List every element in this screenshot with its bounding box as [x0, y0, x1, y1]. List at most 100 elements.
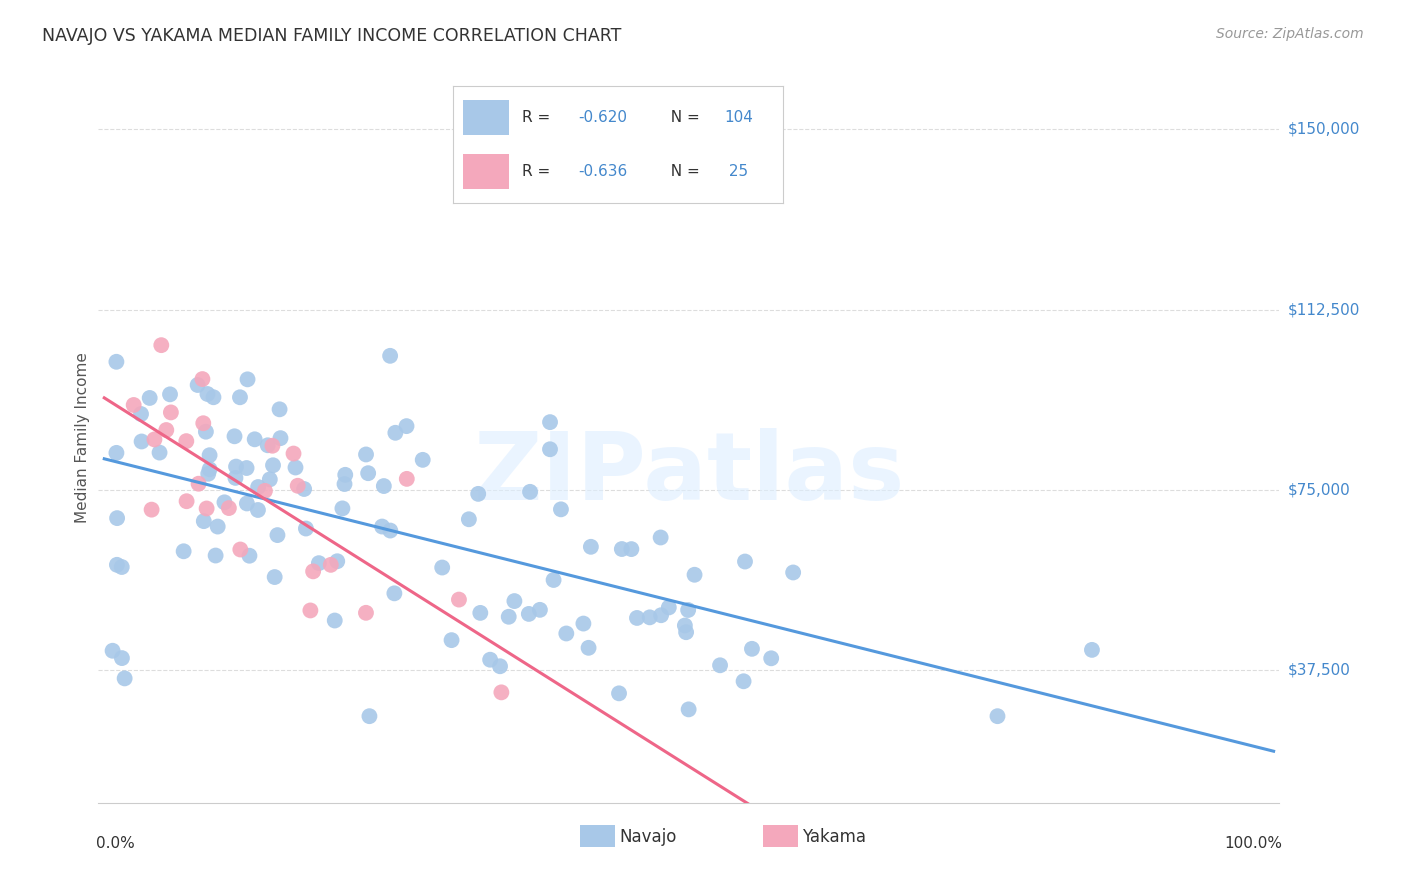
Point [105, 355, 128, 369]
Point [269, 402, 291, 417]
Point [578, 640, 600, 655]
Point [148, 445, 170, 459]
Point [173, 544, 195, 558]
Point [129, 407, 152, 421]
Point [733, 674, 755, 689]
Point [256, 438, 278, 452]
Point [683, 567, 706, 582]
Point [191, 372, 214, 386]
Point [284, 460, 307, 475]
Point [111, 560, 134, 574]
Point [440, 633, 463, 648]
Point [607, 686, 630, 700]
Point [141, 502, 163, 516]
Point [176, 494, 198, 508]
Point [138, 391, 160, 405]
Point [238, 549, 260, 563]
Point [447, 592, 470, 607]
Point [470, 606, 492, 620]
Point [229, 390, 252, 404]
Point [235, 461, 257, 475]
Point [225, 459, 247, 474]
Point [498, 609, 520, 624]
Y-axis label: Median Family Income: Median Family Income [75, 351, 90, 523]
Point [626, 611, 648, 625]
Point [259, 472, 281, 486]
Point [359, 709, 381, 723]
Text: 0.0%: 0.0% [96, 836, 135, 851]
Point [263, 570, 285, 584]
Point [610, 542, 633, 557]
Text: Navajo: Navajo [619, 828, 676, 846]
Point [538, 415, 561, 429]
Point [395, 419, 418, 434]
Point [741, 641, 763, 656]
Point [638, 610, 661, 624]
Point [382, 586, 405, 600]
Point [122, 398, 145, 412]
Point [676, 603, 699, 617]
Point [491, 685, 513, 699]
Point [204, 549, 226, 563]
Point [457, 512, 479, 526]
Point [384, 425, 406, 440]
Point [198, 448, 221, 462]
Text: $150,000: $150,000 [1288, 121, 1360, 136]
Point [224, 471, 246, 485]
Point [283, 446, 305, 460]
Point [105, 446, 128, 460]
Point [782, 566, 804, 580]
Point [319, 558, 342, 572]
Point [335, 467, 357, 482]
Point [302, 565, 325, 579]
Point [1081, 643, 1104, 657]
Point [395, 472, 418, 486]
Point [709, 658, 731, 673]
Point [579, 540, 602, 554]
Point [155, 423, 177, 437]
Point [538, 442, 561, 457]
Point [198, 462, 221, 476]
Point [269, 431, 291, 445]
Point [287, 479, 309, 493]
Point [236, 372, 259, 386]
Point [131, 434, 153, 449]
Point [550, 502, 572, 516]
Point [673, 618, 696, 632]
Point [658, 600, 681, 615]
Point [243, 433, 266, 447]
Point [373, 479, 395, 493]
Text: NAVAJO VS YAKAMA MEDIAN FAMILY INCOME CORRELATION CHART: NAVAJO VS YAKAMA MEDIAN FAMILY INCOME CO… [42, 27, 621, 45]
Point [489, 659, 512, 673]
Point [675, 625, 697, 640]
Point [380, 524, 402, 538]
Point [159, 387, 181, 401]
Point [193, 416, 215, 430]
Point [326, 554, 349, 568]
Point [299, 603, 322, 617]
Point [467, 487, 489, 501]
Point [323, 614, 346, 628]
Point [734, 555, 756, 569]
Point [543, 573, 565, 587]
Point [519, 484, 541, 499]
Point [332, 501, 354, 516]
Point [236, 496, 259, 510]
Point [292, 482, 315, 496]
Point [105, 511, 128, 525]
Point [572, 616, 595, 631]
Point [529, 603, 551, 617]
Point [105, 558, 128, 572]
Point [354, 606, 377, 620]
Point [193, 514, 215, 528]
Text: $37,500: $37,500 [1288, 663, 1351, 678]
Point [246, 503, 269, 517]
Point [371, 519, 394, 533]
Text: ZIPatlas: ZIPatlas [474, 427, 904, 520]
Point [308, 556, 330, 570]
Text: $112,500: $112,500 [1288, 302, 1360, 317]
Point [357, 466, 380, 480]
Point [620, 542, 643, 557]
Point [197, 387, 219, 401]
Point [224, 429, 246, 443]
